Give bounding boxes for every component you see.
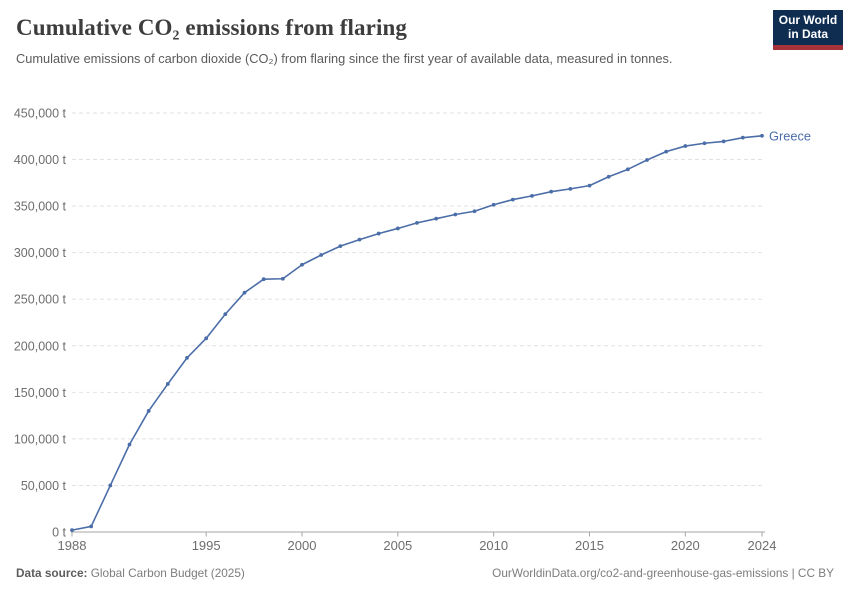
chart-subtitle: Cumulative emissions of carbon dioxide (… bbox=[16, 50, 673, 66]
data-point bbox=[568, 186, 573, 191]
attribution-url: OurWorldinData.org/co2-and-greenhouse-ga… bbox=[492, 566, 834, 580]
page-title: Cumulative CO₂ emissions from flaring bbox=[16, 15, 407, 40]
data-point bbox=[280, 276, 285, 281]
data-point bbox=[108, 483, 113, 488]
data-point bbox=[491, 202, 496, 207]
series-line bbox=[71, 135, 763, 531]
data-point bbox=[453, 212, 458, 217]
data-point bbox=[510, 197, 515, 202]
data-point bbox=[415, 220, 419, 225]
data-point bbox=[645, 158, 649, 162]
x-axis-tick-label: 2024 bbox=[748, 538, 777, 553]
data-point bbox=[319, 253, 324, 257]
data-point bbox=[395, 226, 400, 231]
x-axis-tick-label: 1995 bbox=[192, 538, 221, 553]
data-source-label: Data source: bbox=[16, 566, 88, 580]
y-axis-tick-label: 150,000 t bbox=[14, 386, 67, 400]
data-point bbox=[376, 231, 381, 236]
data-point bbox=[204, 336, 209, 341]
data-point bbox=[300, 262, 304, 267]
data-point bbox=[223, 312, 228, 317]
data-point bbox=[357, 237, 362, 242]
data-point bbox=[434, 216, 439, 221]
data-point bbox=[587, 183, 592, 188]
x-axis-tick-label: 2005 bbox=[383, 538, 412, 553]
x-axis-tick-label: 1988 bbox=[58, 538, 87, 553]
y-axis-tick-label: 400,000 t bbox=[14, 153, 67, 167]
x-axis-tick-label: 2000 bbox=[288, 538, 317, 553]
y-axis-tick-label: 200,000 t bbox=[14, 339, 67, 353]
x-axis-tick-label: 2015 bbox=[575, 538, 604, 553]
owid-logo: Our World in Data bbox=[773, 10, 843, 50]
data-point bbox=[242, 290, 247, 295]
data-point bbox=[338, 244, 343, 249]
data-source-value: Global Carbon Budget (2025) bbox=[87, 566, 245, 580]
data-point bbox=[740, 135, 745, 140]
y-axis-tick-label: 450,000 t bbox=[14, 107, 67, 121]
y-axis-tick-label: 50,000 t bbox=[21, 479, 67, 493]
data-point bbox=[146, 409, 151, 413]
data-source-note: Data source: Global Carbon Budget (2025) bbox=[16, 566, 245, 580]
y-axis-tick-label: 300,000 t bbox=[14, 246, 67, 260]
data-point bbox=[70, 528, 74, 533]
data-point bbox=[530, 193, 534, 198]
data-point bbox=[664, 149, 669, 154]
data-point bbox=[185, 355, 189, 360]
data-point bbox=[760, 133, 764, 138]
data-point bbox=[606, 174, 611, 179]
data-point bbox=[683, 144, 688, 148]
chart-header: Cumulative CO₂ emissions from flaring Cu… bbox=[16, 14, 766, 68]
data-point bbox=[127, 442, 132, 447]
data-point bbox=[165, 382, 170, 386]
series-end-label: Greece bbox=[769, 128, 811, 143]
owid-logo-text: Our World in Data bbox=[778, 12, 838, 41]
x-axis-tick-label: 2010 bbox=[479, 538, 508, 553]
data-point bbox=[625, 167, 630, 172]
data-point bbox=[721, 139, 726, 144]
chart-footer: Data source: Global Carbon Budget (2025)… bbox=[16, 566, 834, 580]
y-axis-tick-label: 100,000 t bbox=[14, 432, 67, 446]
y-axis-tick-label: 250,000 t bbox=[14, 293, 67, 307]
data-point bbox=[702, 141, 707, 146]
x-axis-tick-label: 2020 bbox=[671, 538, 700, 553]
y-axis-tick-label: 350,000 t bbox=[14, 200, 67, 214]
y-axis-tick-label: 0 t bbox=[52, 526, 66, 540]
data-point bbox=[261, 277, 266, 282]
data-point bbox=[549, 189, 554, 194]
data-point bbox=[89, 524, 94, 529]
data-point bbox=[472, 209, 477, 214]
